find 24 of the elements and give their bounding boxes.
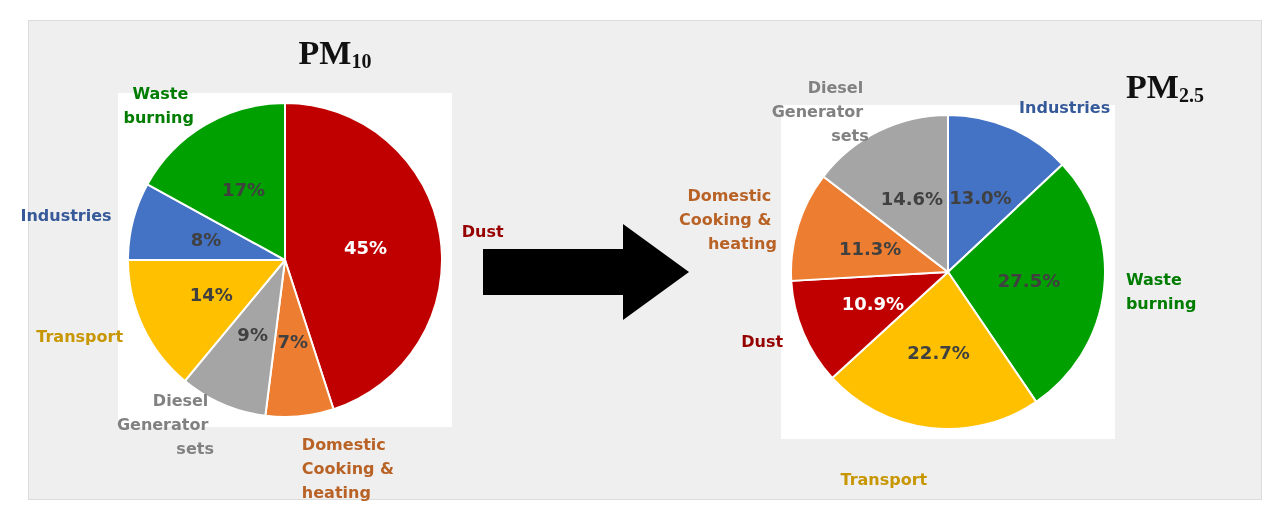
slice-label: Waste burning xyxy=(1125,270,1197,314)
slice-label: Diesel Generator sets xyxy=(116,390,214,458)
slice-label: Transport xyxy=(840,470,928,490)
slice-label: Dust xyxy=(741,332,784,352)
slice-label: Domestic Cooking & heating xyxy=(301,434,400,502)
data-label: 8% xyxy=(190,229,222,251)
data-label: 14.6% xyxy=(880,188,944,210)
data-label: 10.9% xyxy=(841,293,905,315)
slice-label: Industries xyxy=(20,205,112,225)
data-label: 27.5% xyxy=(997,270,1061,292)
slice-label: Domestic Cooking & heating xyxy=(679,185,777,253)
data-label: 13.0% xyxy=(949,186,1012,208)
slice-label: Industries xyxy=(1019,98,1111,118)
data-label: 22.7% xyxy=(907,342,970,364)
data-label: 17% xyxy=(221,179,266,201)
data-label: 11.3% xyxy=(838,237,902,259)
data-label: 7% xyxy=(277,330,308,352)
data-label: 45% xyxy=(343,236,388,258)
data-label: 9% xyxy=(237,324,268,346)
slice-label: Transport xyxy=(36,326,124,346)
slice-label: Diesel Generator sets xyxy=(771,78,869,145)
data-label: 14% xyxy=(189,284,233,306)
slice-label: Waste burning xyxy=(123,84,194,128)
slice-label: Dust xyxy=(461,222,504,242)
